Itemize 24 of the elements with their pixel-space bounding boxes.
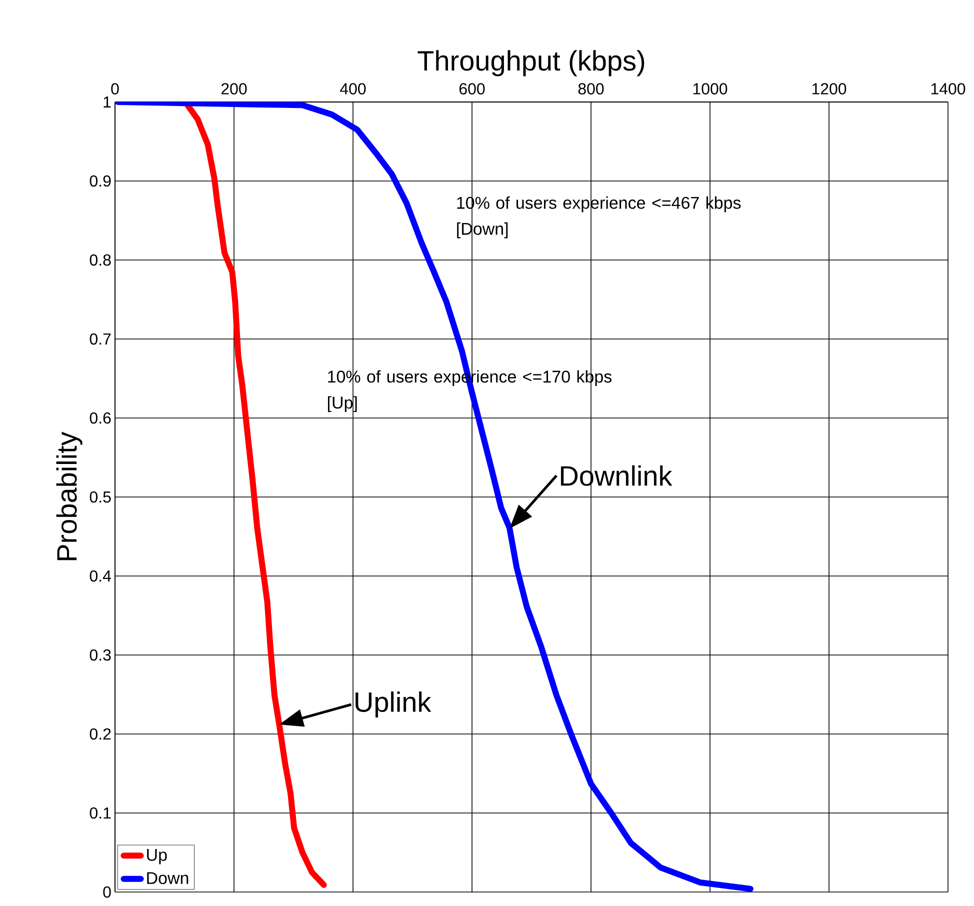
x-tick-label: 1200: [812, 83, 846, 94]
y-tick-label: 0.3: [90, 649, 111, 661]
x-axis-title: Throughput (kbps): [418, 50, 644, 76]
y-axis-title: Probability: [56, 432, 82, 560]
annotation: Uplink: [356, 691, 432, 718]
y-tick-label: 0.9: [90, 175, 111, 187]
y-tick-label: 0.6: [90, 412, 111, 424]
y-tick-label: 0.4: [90, 570, 111, 582]
x-tick-label: 0: [111, 83, 119, 94]
legend-label: Down: [147, 872, 188, 884]
y-tick-label: 0.8: [90, 254, 111, 266]
y-tick-label: 0.1: [90, 807, 111, 819]
legend-label: Up: [147, 849, 167, 864]
y-tick-label: 0.2: [90, 728, 111, 740]
y-tick-label: 0.7: [90, 333, 111, 345]
x-tick-label: 800: [578, 83, 604, 94]
x-tick-label: 200: [221, 83, 247, 94]
x-tick-label: 600: [459, 83, 485, 94]
x-tick-label: 1400: [931, 83, 966, 94]
x-tick-label: 1000: [693, 83, 728, 94]
y-tick-label: 1: [104, 96, 111, 108]
y-tick-label: 0: [103, 886, 111, 898]
x-tick-label: 400: [340, 83, 366, 94]
y-tick-label: 0.5: [90, 491, 111, 503]
